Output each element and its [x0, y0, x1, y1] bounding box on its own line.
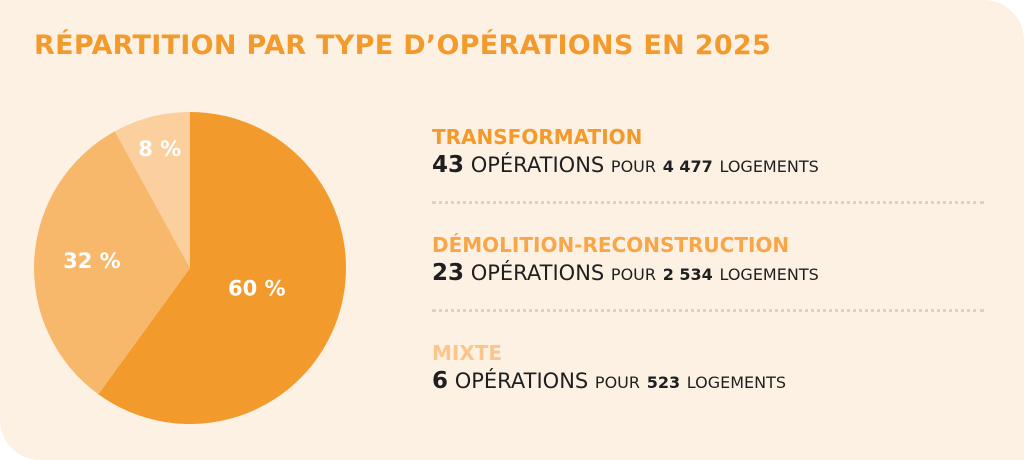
dotted-divider [432, 201, 984, 204]
pie-data-label: 8 % [138, 137, 181, 161]
logements-label: LOGEMENTS [719, 265, 819, 284]
pie-data-label: 60 % [228, 277, 286, 301]
operations-label: OPÉRATIONS [470, 153, 605, 177]
legend-item-demolition-reconstruction: DÉMOLITION-RECONSTRUCTION 23 OPÉRATIONS … [432, 232, 992, 340]
operations-count: 43 [432, 152, 465, 178]
operations-label: OPÉRATIONS [470, 261, 605, 285]
pie-chart: 60 % 32 % 8 % [33, 112, 347, 424]
pour-label: POUR [610, 157, 656, 176]
dotted-divider [432, 309, 984, 312]
legend: TRANSFORMATION 43 OPÉRATIONS POUR 4 477 … [432, 124, 992, 448]
pie-slice-d-molition-reconstruction [33, 131, 190, 395]
legend-name: MIXTE [432, 341, 503, 365]
pour-label: POUR [594, 373, 640, 392]
pie-slice-transformation [98, 112, 347, 424]
logements-count: 523 [646, 373, 681, 392]
legend-detail: 43 OPÉRATIONS POUR 4 477 LOGEMENTS [432, 150, 992, 182]
pie-data-label: 32 % [63, 249, 121, 273]
legend-detail: 23 OPÉRATIONS POUR 2 534 LOGEMENTS [432, 258, 992, 290]
legend-name: DÉMOLITION-RECONSTRUCTION [432, 233, 790, 257]
chart-title: RÉPARTITION PAR TYPE D’OPÉRATIONS EN 202… [34, 30, 772, 61]
legend-name: TRANSFORMATION [432, 125, 643, 149]
operations-label: OPÉRATIONS [454, 369, 589, 393]
logements-label: LOGEMENTS [686, 373, 787, 392]
logements-count: 4 477 [662, 157, 713, 176]
operations-count: 23 [432, 260, 465, 286]
logements-count: 2 534 [662, 265, 713, 284]
operations-count: 6 [432, 368, 449, 394]
pie-slice-mixte [114, 112, 190, 268]
pour-label: POUR [610, 265, 656, 284]
legend-item-transformation: TRANSFORMATION 43 OPÉRATIONS POUR 4 477 … [432, 124, 992, 232]
logements-label: LOGEMENTS [719, 157, 819, 176]
legend-detail: 6 OPÉRATIONS POUR 523 LOGEMENTS [432, 366, 992, 398]
legend-item-mixte: MIXTE 6 OPÉRATIONS POUR 523 LOGEMENTS [432, 340, 992, 448]
